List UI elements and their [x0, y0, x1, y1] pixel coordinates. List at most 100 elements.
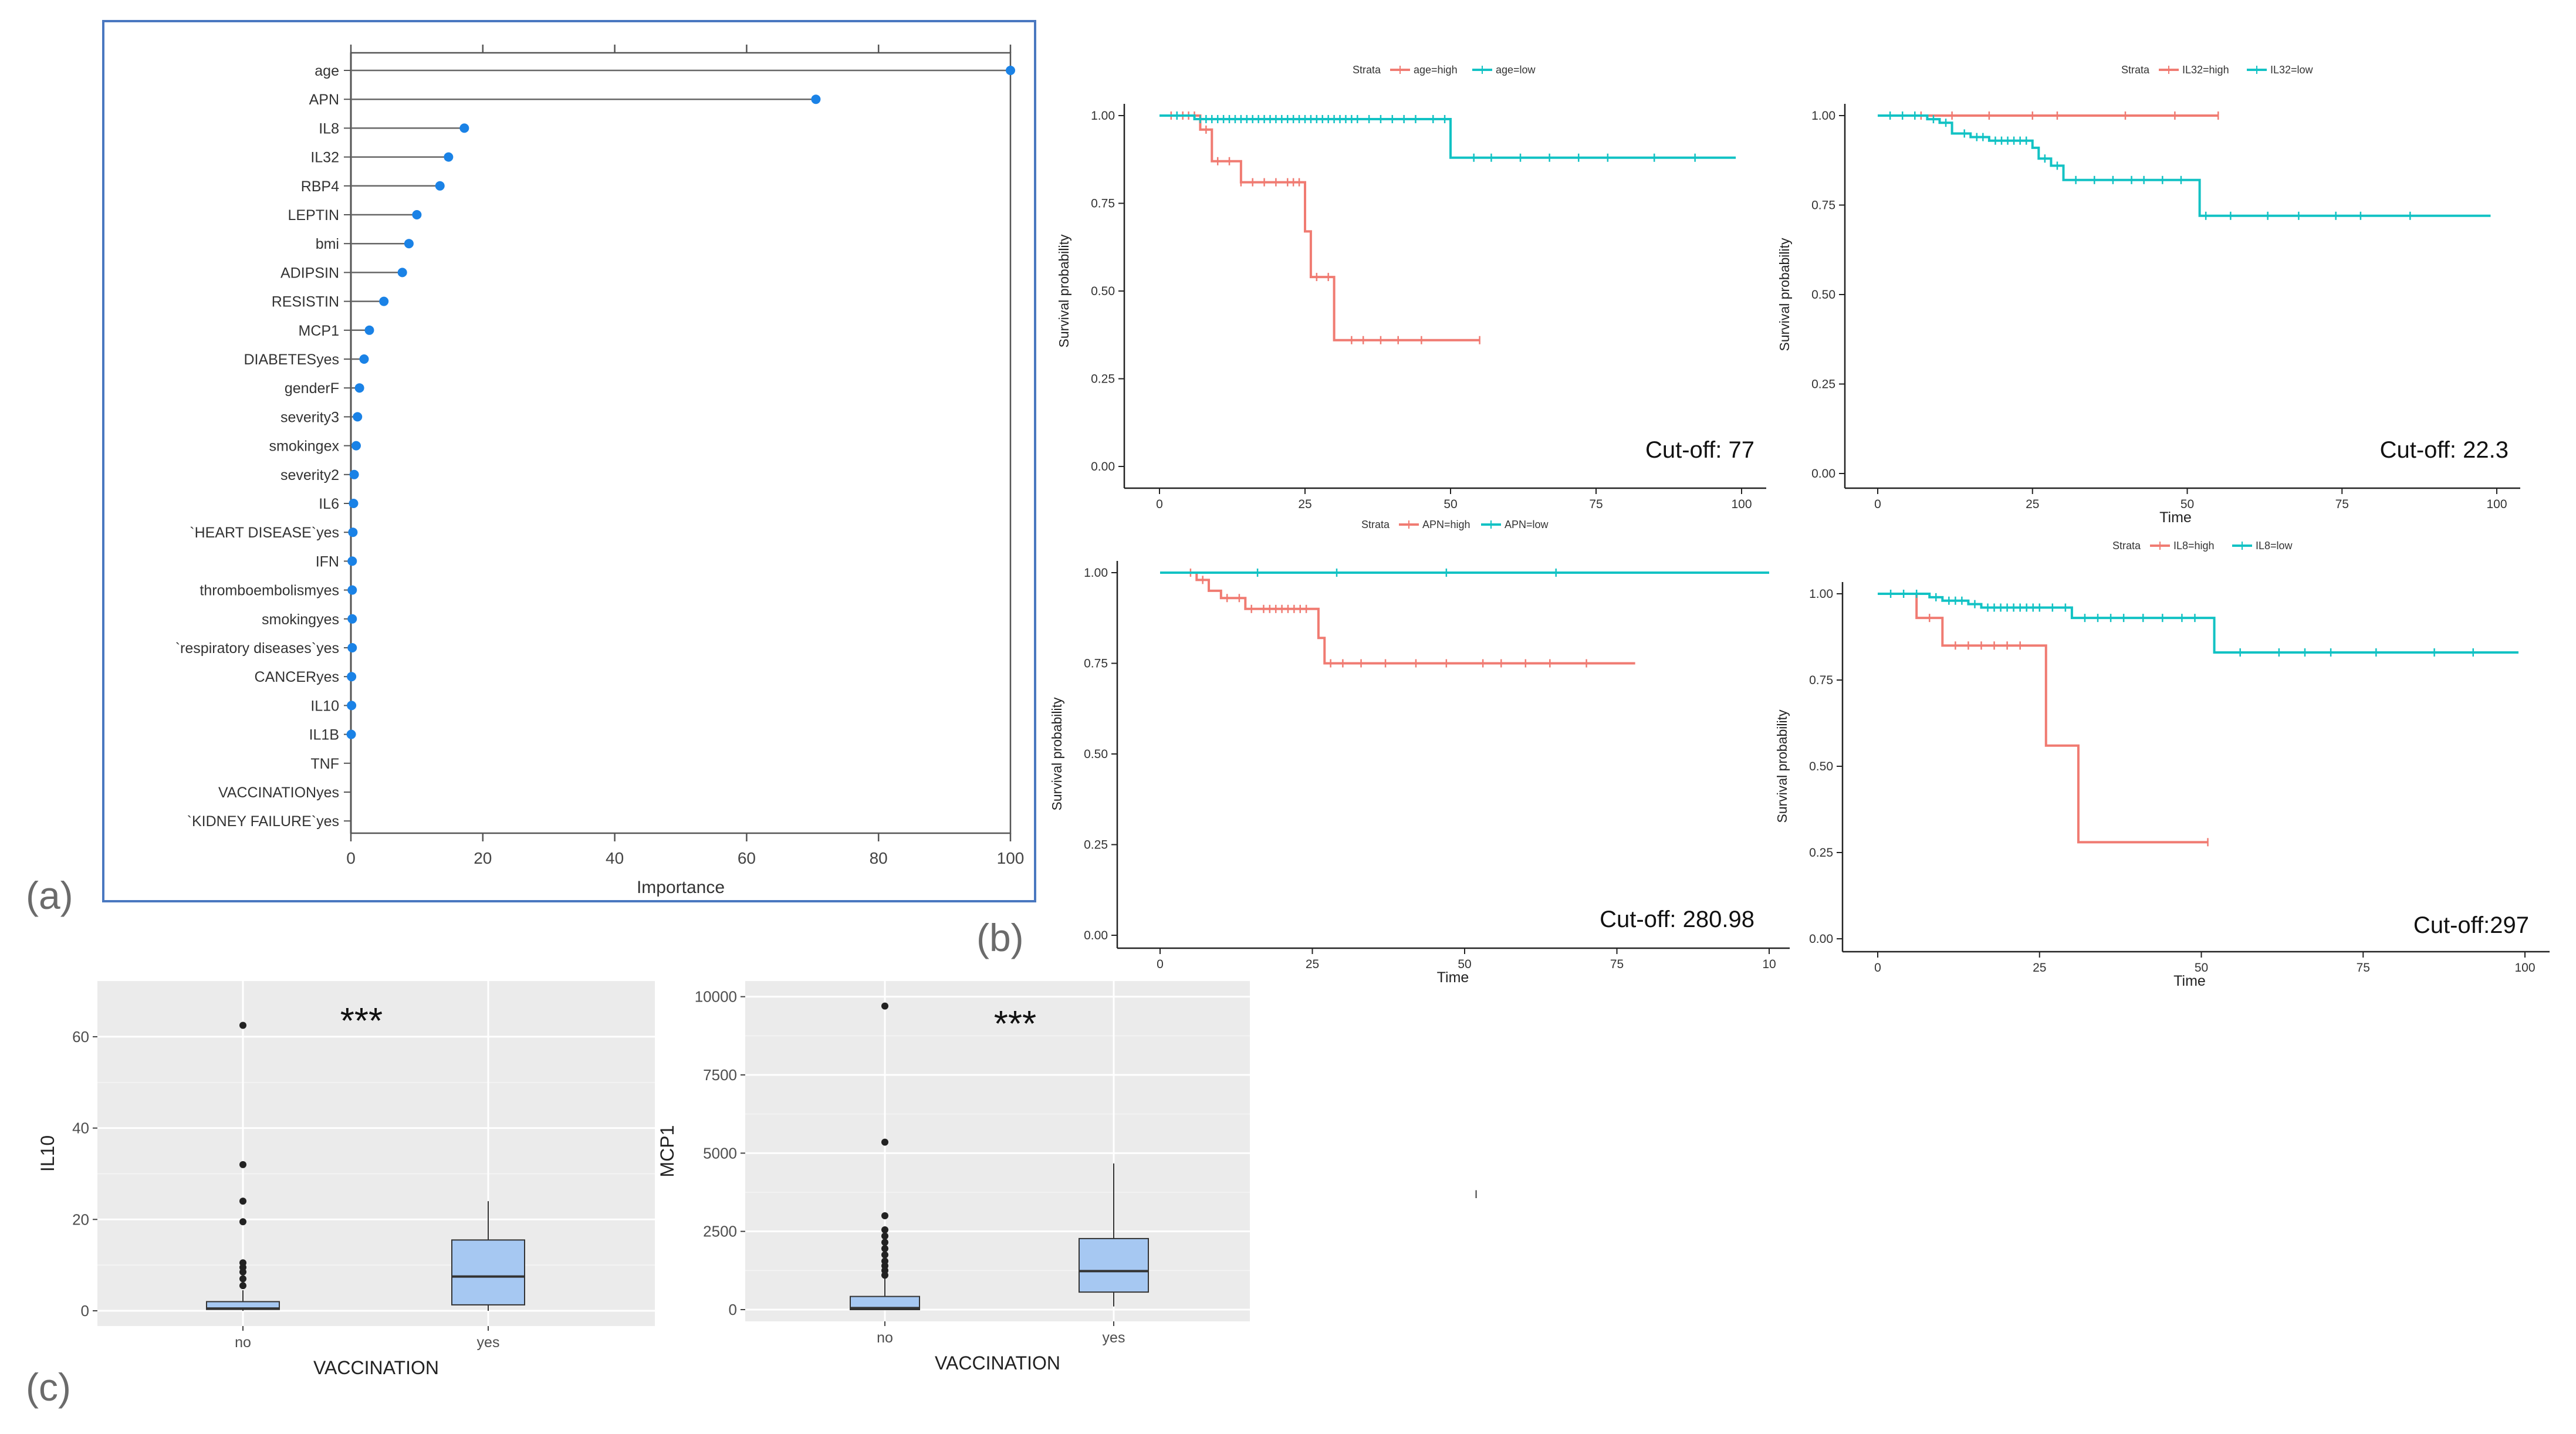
y-axis-label: Survival probability	[1056, 234, 1071, 348]
category-label: severity3	[280, 409, 339, 425]
category-label: CANCERyes	[255, 669, 339, 685]
y-axis-label: Survival probability	[1774, 709, 1790, 823]
y-tick-label: 0.50	[1809, 760, 1833, 773]
box-il10-chart: 0 20 40 60 no yes VACCINATION IL10 ***	[37, 981, 655, 1378]
panel-label-b: (b)	[976, 916, 1024, 959]
outlier-point	[239, 1275, 246, 1283]
x-tick-label: yes	[477, 1334, 500, 1351]
legend-label: IL32=high	[2182, 64, 2229, 76]
x-tick-label: 50	[2181, 498, 2194, 511]
category-label: IL6	[319, 496, 339, 512]
point	[811, 94, 821, 104]
outlier-point	[239, 1218, 246, 1226]
category-label: age	[315, 63, 339, 79]
outlier-point	[239, 1259, 246, 1267]
km-curve	[1159, 114, 1736, 159]
point	[347, 614, 357, 624]
category-label: IL1B	[309, 727, 339, 743]
point	[347, 556, 357, 566]
x-tick-label: 50	[1458, 958, 1471, 971]
km-curve	[1159, 114, 1480, 341]
box	[1079, 1237, 1149, 1293]
box-mcp1-chart: 0 2500 5000 7500 10000 no yes VACCINATION MCP1 **…	[657, 981, 1250, 1374]
y-tick-label: 60	[72, 1028, 89, 1046]
y-tick-label: 5000	[703, 1144, 737, 1162]
x-tick-label: 0	[1874, 498, 1881, 511]
x-axis-label: Time	[1437, 969, 1469, 986]
legend-label: age=high	[1414, 64, 1458, 76]
x-tick-label: 50	[2195, 961, 2208, 975]
category-label: LEPTIN	[288, 207, 339, 224]
outlier-point	[239, 1198, 246, 1205]
point	[347, 672, 357, 682]
point	[444, 152, 454, 162]
y-tick-label: 1.00	[1091, 109, 1115, 123]
y-tick-label: 0	[729, 1301, 737, 1318]
panel-background	[97, 981, 655, 1326]
category-label: genderF	[285, 380, 339, 397]
x-tick-label: 80	[870, 849, 888, 867]
x-tick-label: 40	[606, 849, 624, 867]
category-label: RBP4	[301, 178, 339, 195]
y-tick-label: 0.75	[1084, 657, 1108, 671]
km-curve	[1878, 593, 2518, 654]
x-tick-label: 20	[474, 849, 492, 867]
plot-border	[350, 52, 1012, 834]
legend-title: Strata	[1361, 519, 1390, 530]
legend-label: IL8=low	[2256, 540, 2293, 552]
y-tick-label: 0.50	[1091, 285, 1115, 298]
category-label: thromboembolismyes	[200, 583, 339, 599]
x-axis-label: VACCINATION	[313, 1357, 439, 1378]
outlier-point	[881, 1002, 888, 1010]
point	[364, 325, 374, 335]
y-tick-label: 0.50	[1811, 288, 1835, 302]
stray-mark: ı	[1474, 1184, 1479, 1202]
panel-background	[745, 981, 1250, 1321]
x-tick-label: 100	[1731, 498, 1752, 511]
y-tick-label: 10000	[695, 988, 737, 1006]
panel-label-c: (c)	[26, 1365, 71, 1409]
legend-title: Strata	[2121, 64, 2150, 76]
point	[397, 268, 407, 278]
category-label: MCP1	[299, 323, 339, 339]
y-tick-label: 0.75	[1811, 199, 1835, 212]
y-tick-label: 0.50	[1084, 748, 1108, 761]
cutoff-label: Cut-off: 77	[1645, 437, 1754, 463]
point	[346, 729, 356, 739]
x-tick-label: 25	[1306, 958, 1319, 971]
legend-label: IL8=high	[2173, 540, 2215, 552]
y-tick-label: 20	[72, 1210, 89, 1228]
km-curve	[1878, 114, 2491, 217]
point	[404, 239, 414, 249]
x-tick-label: 60	[738, 849, 756, 867]
category-label: ADIPSIN	[280, 265, 339, 281]
x-tick-label: 100	[2514, 961, 2535, 975]
y-tick-label: 0.25	[1811, 378, 1835, 391]
x-tick-label: 75	[1589, 498, 1603, 511]
category-label: bmi	[316, 236, 339, 252]
x-tick-label: 25	[1298, 498, 1311, 511]
y-axis-label: Survival probability	[1777, 238, 1792, 351]
y-tick-label: 0.00	[1084, 929, 1108, 942]
y-tick-label: 0.00	[1809, 932, 1833, 946]
point	[349, 469, 359, 479]
category-label: DIABETESyes	[244, 351, 339, 368]
km-age-chart: Strata age=high age=low 0.00 0.25 0.50 0.75 1.0…	[1056, 64, 1766, 511]
y-tick-label: 0.25	[1084, 838, 1108, 852]
km-il8-chart: Strata IL8=high IL8=low 0.00 0.25 0.50 0.75 1.0…	[1774, 540, 2550, 989]
y-axis-label: Survival probability	[1049, 697, 1064, 811]
point	[379, 296, 389, 306]
importance-panel-frame	[102, 20, 1036, 902]
y-tick-label: 0	[81, 1302, 89, 1320]
panel-label-a: (a)	[26, 874, 73, 917]
category-label: smokingyes	[262, 611, 339, 628]
outlier-point	[881, 1257, 888, 1265]
y-tick-label: 0.00	[1091, 460, 1115, 474]
legend-title: Strata	[2112, 540, 2141, 552]
category-label: `HEART DISEASE`yes	[190, 525, 339, 541]
outlier-point	[881, 1251, 888, 1259]
km-il32-chart: Strata IL32=high IL32=low 0.00 0.25 0.50 0.75 1…	[1777, 64, 2520, 526]
category-label: `KIDNEY FAILURE`yes	[187, 813, 339, 830]
point	[1006, 66, 1015, 75]
box	[850, 1296, 920, 1310]
